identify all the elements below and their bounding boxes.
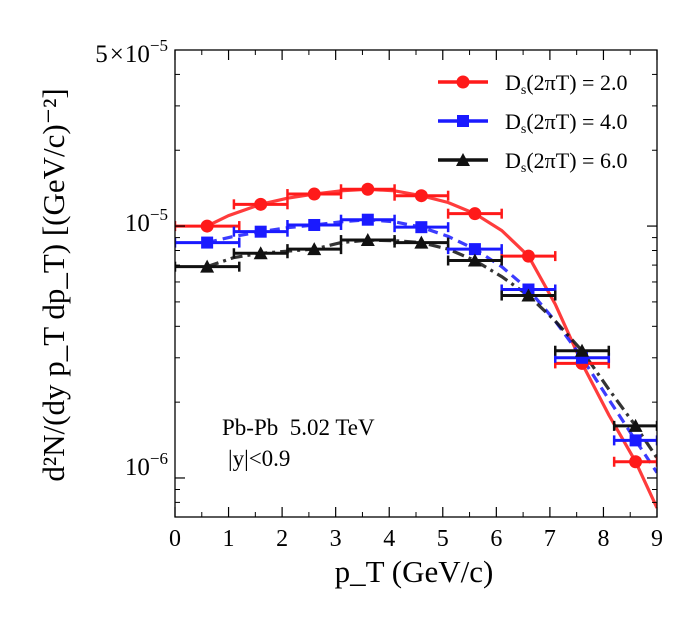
series-points-0	[175, 182, 657, 469]
data-point	[521, 288, 536, 302]
data-point	[467, 253, 482, 267]
data-point	[200, 259, 215, 273]
data-point	[468, 207, 482, 221]
data-point	[414, 235, 429, 249]
legend-marker-ds4	[457, 115, 469, 127]
data-point	[254, 225, 267, 238]
y-tick-mid-base: 10	[125, 210, 150, 237]
data-point	[308, 218, 321, 231]
x-tick-label: 3	[330, 526, 342, 552]
x-tick-label: 4	[383, 526, 395, 552]
x-tick-label: 5	[437, 526, 449, 552]
series-line-0	[206, 187, 657, 509]
legend-label-ds6: Ds(2πT) = 6.0	[505, 148, 627, 176]
data-point	[253, 246, 268, 260]
data-point	[360, 233, 375, 247]
x-tick-label: 0	[169, 526, 181, 552]
data-point	[200, 219, 214, 233]
data-point	[307, 242, 322, 256]
x-tick-label: 7	[544, 526, 556, 552]
y-tick-low-base: 10	[125, 454, 150, 481]
y-tick-top-exp: −5	[150, 36, 168, 55]
y-tick-mid-exp: −5	[150, 205, 168, 224]
y-tick-label-top: 5×10−5	[95, 36, 168, 68]
data-point	[629, 455, 643, 469]
y-tick-top-base: 10	[125, 41, 150, 68]
collision-system-annotation: Pb-Pb 5.02 TeV	[222, 415, 375, 440]
x-axis-label: p_T (GeV/c)	[335, 554, 494, 589]
data-point	[415, 221, 428, 234]
data-point	[307, 187, 321, 201]
series-line-2	[206, 238, 657, 459]
legend-marker-ds2	[456, 75, 470, 89]
data-point	[201, 236, 214, 249]
legend-entry-ds4: Ds(2πT) = 4.0	[438, 109, 627, 137]
series-points-1	[175, 213, 657, 447]
data-point	[575, 343, 590, 357]
data-point	[628, 418, 643, 432]
y-tick-label-low: 10−6	[125, 449, 168, 481]
legend-label-ds2: Ds(2πT) = 2.0	[505, 70, 627, 98]
legend-entry-ds6: Ds(2πT) = 6.0	[438, 148, 627, 176]
y-tick-label-mid: 10−5	[125, 205, 168, 237]
data-point	[468, 243, 481, 256]
x-tick-label: 9	[651, 526, 663, 552]
data-point	[361, 213, 374, 226]
y-tick-top-mantissa: 5	[95, 41, 108, 68]
y-tick-low-exp: −6	[150, 449, 168, 468]
data-point	[521, 249, 535, 263]
series-points-2	[175, 233, 657, 432]
legend-entry-ds2: Ds(2πT) = 2.0	[438, 70, 627, 98]
data-point	[629, 434, 642, 447]
legend-label-ds4: Ds(2πT) = 4.0	[505, 109, 627, 137]
x-axis: 0 1 2 3 4 5 6 7 8 9	[169, 50, 663, 552]
data-point	[361, 182, 375, 196]
data-point	[254, 197, 268, 211]
x-tick-label: 8	[597, 526, 609, 552]
data-point	[414, 189, 428, 203]
legend: Ds(2πT) = 2.0 Ds(2πT) = 4.0 Ds(2πT) = 6.…	[438, 70, 627, 176]
x-tick-label: 2	[276, 526, 288, 552]
plot-area	[175, 182, 657, 509]
legend-marker-ds6	[456, 153, 470, 166]
rapidity-annotation: |y|<0.9	[228, 446, 290, 471]
y-axis	[175, 49, 657, 518]
x-tick-label: 6	[490, 526, 502, 552]
y-tick-top-times: ×	[110, 41, 124, 68]
x-tick-label: 1	[223, 526, 235, 552]
y-axis-label: d²N/(dy p_T dp_T) [(GeV/c)⁻²]	[36, 88, 71, 481]
